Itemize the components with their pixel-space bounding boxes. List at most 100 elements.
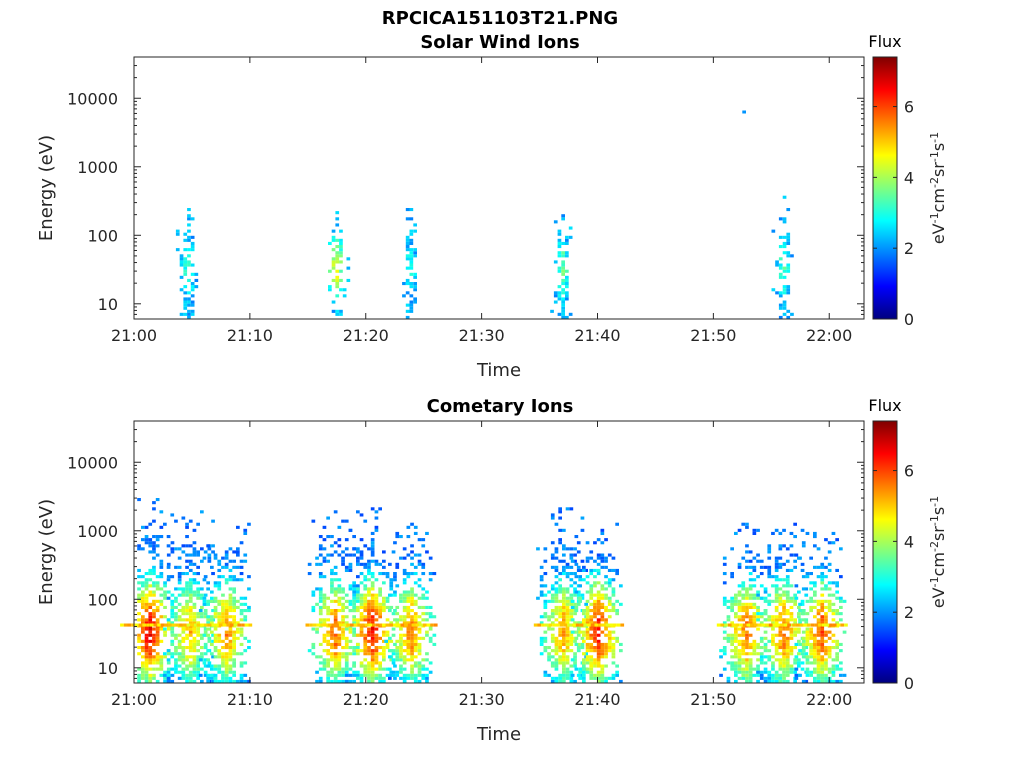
heatmap-cell	[824, 538, 828, 542]
heatmap-cell	[409, 300, 414, 304]
heatmap-cell	[562, 673, 566, 677]
heatmap-cell	[774, 670, 779, 674]
heatmap-cell	[410, 664, 414, 668]
heatmap-cell	[824, 639, 828, 643]
heatmap-cell	[789, 584, 794, 588]
heatmap-cell	[600, 553, 605, 557]
heatmap-cell	[170, 673, 175, 677]
heatmap-cell	[181, 550, 186, 554]
heatmap-cell	[582, 568, 586, 572]
heatmap-cell	[141, 649, 145, 653]
heatmap-cell	[177, 670, 182, 674]
heatmap-cell	[816, 676, 821, 680]
heatmap-cell	[203, 627, 208, 631]
heatmap-cell	[367, 633, 371, 637]
heatmap-cell	[604, 649, 608, 653]
heatmap-cell	[144, 525, 149, 529]
heatmap-cell	[239, 642, 244, 646]
heatmap-cell	[752, 565, 757, 569]
heatmap-cell	[722, 556, 727, 560]
heatmap-cell	[593, 602, 597, 606]
heatmap-cell	[174, 565, 178, 569]
heatmap-cell	[543, 572, 548, 576]
heatmap-cell	[558, 612, 562, 616]
heatmap-cell	[565, 587, 570, 591]
heatmap-cell	[192, 547, 197, 551]
heatmap-cell	[824, 618, 828, 622]
heatmap-cell	[144, 633, 149, 637]
heatmap-cell	[554, 575, 559, 579]
heatmap-cell	[547, 652, 551, 656]
heatmap-cell	[137, 599, 141, 603]
heatmap-cell	[816, 618, 821, 622]
heatmap-cell	[185, 658, 189, 662]
heatmap-cell	[611, 652, 616, 656]
heatmap-cell	[741, 602, 746, 606]
heatmap-cell	[348, 568, 353, 572]
heatmap-cell	[562, 596, 566, 600]
heatmap-cell	[203, 642, 208, 646]
heatmap-cell	[604, 652, 608, 656]
heatmap-cell	[778, 615, 783, 619]
heatmap-cell	[402, 679, 407, 683]
heatmap-cell	[800, 562, 805, 566]
heatmap-cell	[767, 547, 772, 551]
heatmap-cell	[782, 652, 786, 656]
heatmap-cell	[188, 676, 193, 680]
heatmap-cell	[155, 538, 160, 542]
heatmap-cell	[748, 664, 753, 668]
heatmap-cell	[337, 661, 342, 665]
heatmap-cell	[745, 676, 749, 680]
heatmap-cell	[778, 667, 783, 671]
heatmap-cell	[585, 599, 590, 603]
heatmap-cell	[600, 655, 605, 659]
heatmap-cell	[385, 596, 390, 600]
heatmap-cell	[152, 541, 156, 545]
heatmap-cell	[378, 587, 382, 591]
heatmap-cell	[794, 673, 799, 677]
heatmap-cell	[181, 667, 186, 671]
heatmap-cell	[207, 556, 212, 560]
heatmap-cell	[745, 679, 749, 683]
heatmap-cell	[177, 575, 182, 579]
heatmap-cell	[432, 642, 437, 646]
heatmap-cell	[217, 633, 222, 637]
heatmap-cell	[341, 590, 345, 594]
heatmap-cell	[159, 667, 164, 671]
heatmap-cell	[389, 581, 394, 585]
heatmap-cell	[554, 568, 559, 572]
heatmap-cell	[190, 300, 195, 304]
heatmap-cell	[318, 605, 323, 609]
heatmap-cell	[175, 232, 180, 236]
heatmap-cell	[196, 572, 200, 576]
heatmap-cell	[196, 590, 200, 594]
heatmap-cell	[582, 676, 586, 680]
heatmap-cell	[813, 535, 817, 539]
heatmap-cell	[410, 550, 414, 554]
heatmap-cell	[782, 676, 786, 680]
heatmap-cell	[356, 633, 360, 637]
heatmap-cell	[179, 288, 184, 292]
heatmap-cell	[190, 303, 195, 307]
heatmap-cell	[382, 623, 386, 627]
heatmap-cell	[159, 673, 164, 677]
heatmap-cell	[831, 673, 836, 677]
heatmap-cell	[188, 544, 193, 548]
heatmap-cell	[382, 599, 386, 603]
heatmap-cell	[352, 618, 356, 622]
heatmap-cell	[232, 661, 236, 665]
heatmap-cell	[200, 593, 204, 597]
heatmap-cell	[188, 627, 193, 631]
heatmap-cell	[203, 658, 208, 662]
heatmap-cell	[228, 621, 233, 625]
heatmap-cell	[141, 673, 145, 677]
heatmap-cell	[565, 275, 569, 279]
heatmap-cell	[797, 630, 801, 634]
heatmap-cell	[166, 679, 171, 683]
heatmap-cell	[144, 673, 149, 677]
heatmap-cell	[395, 670, 400, 674]
heatmap-cell	[322, 525, 327, 529]
heatmap-cell	[322, 636, 327, 640]
heatmap-cell	[544, 623, 549, 627]
heatmap-cell	[800, 652, 805, 656]
